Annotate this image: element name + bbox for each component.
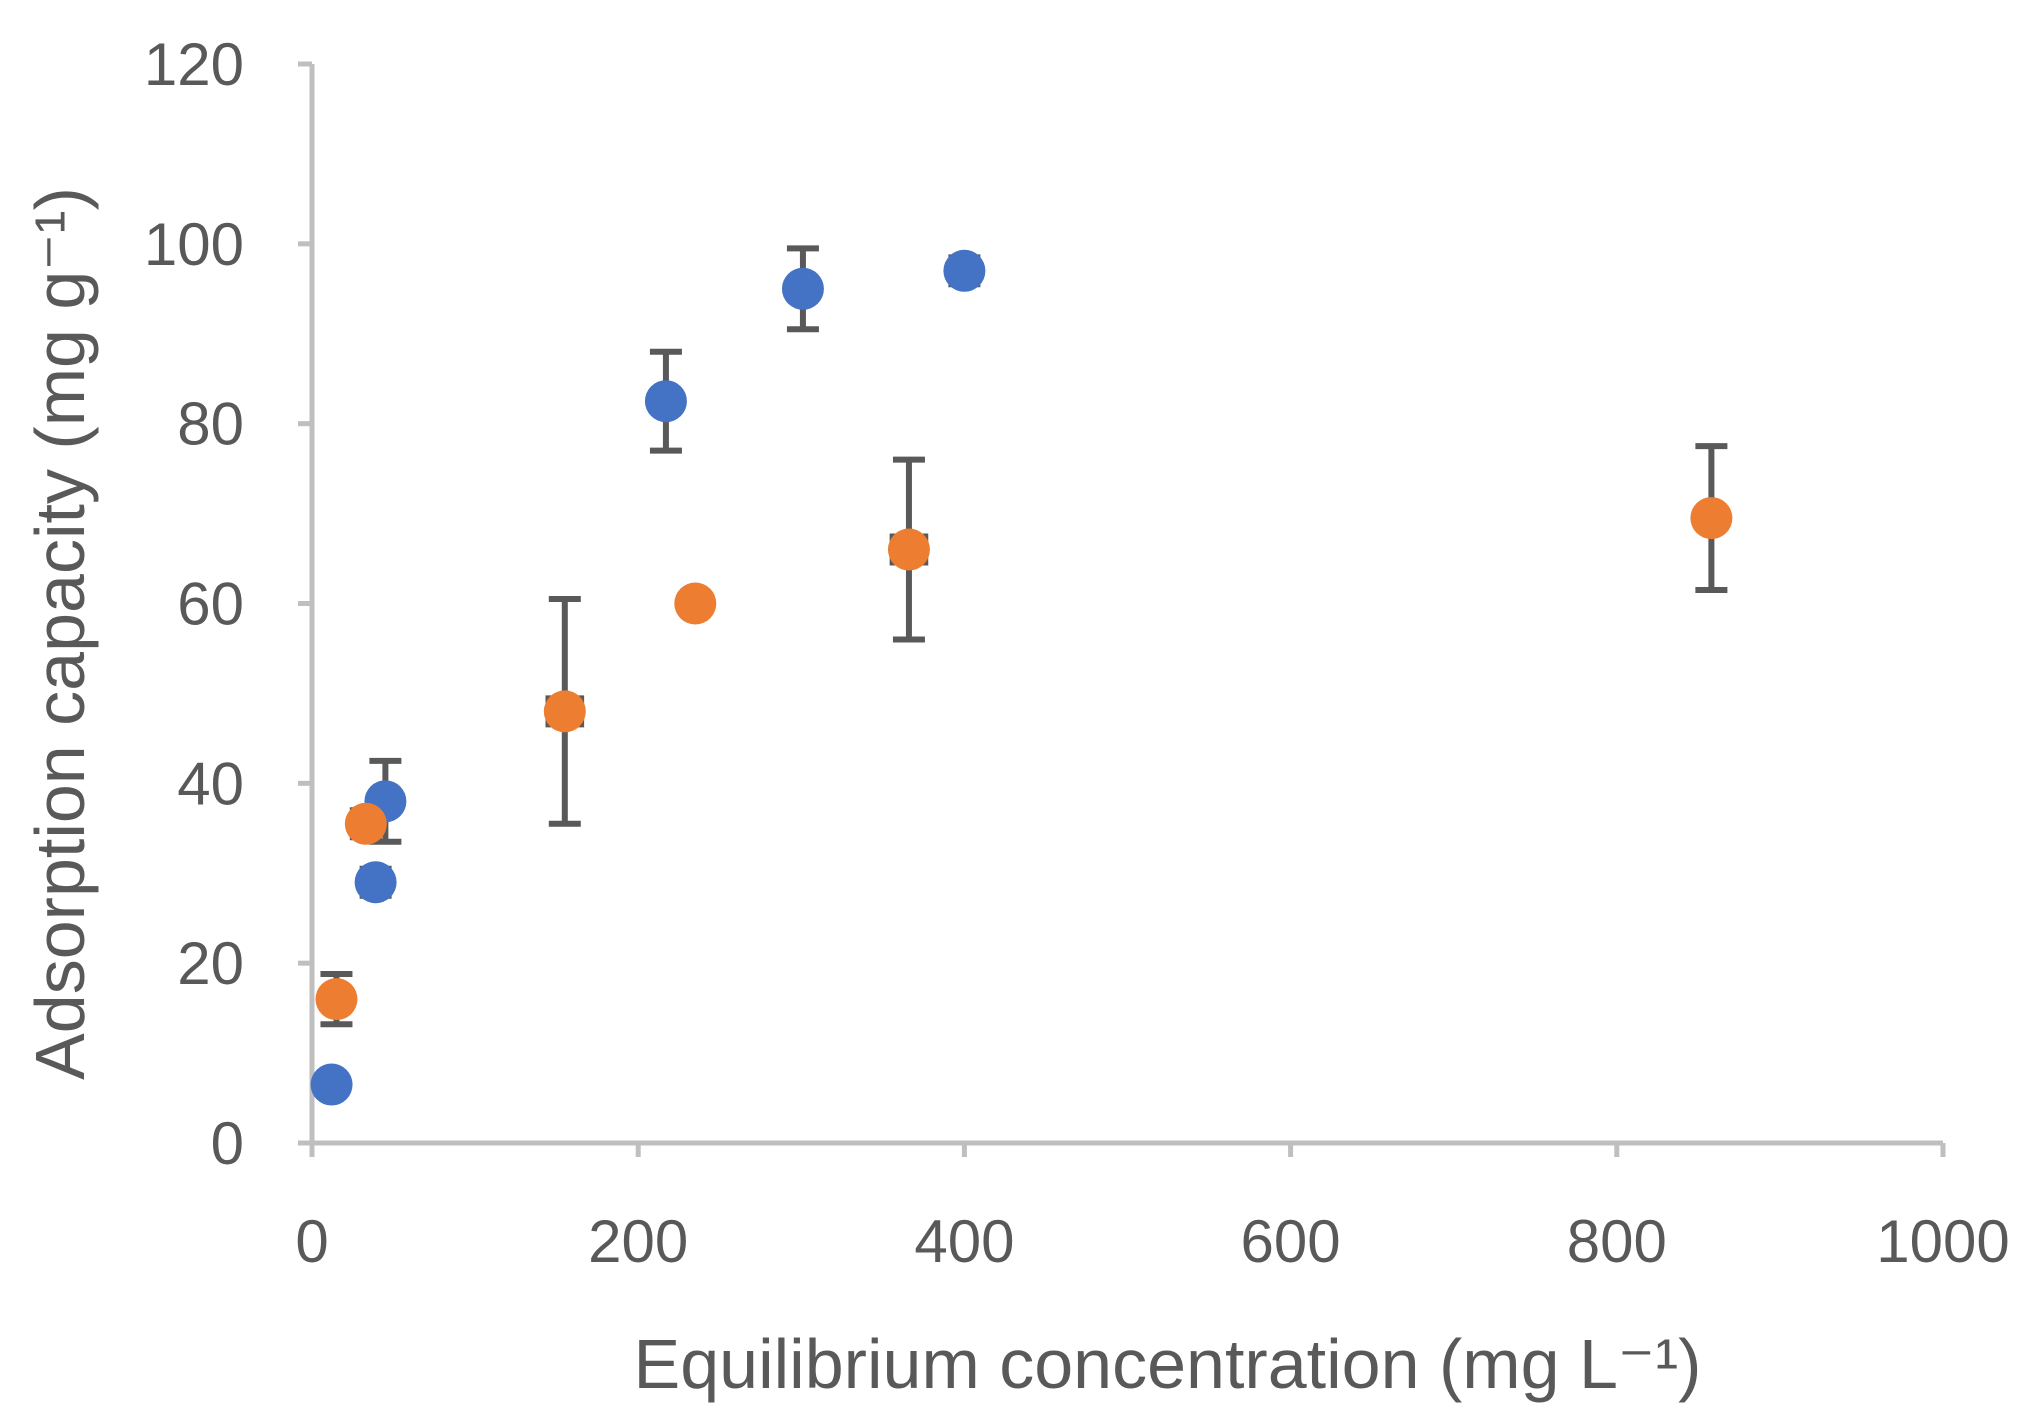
- data-point-series-2: [674, 582, 717, 625]
- data-point-series-1: [943, 249, 986, 292]
- y-tick-label: 20: [177, 930, 244, 997]
- x-axis-ticks: 0 200 400 600 800 1000: [295, 1143, 2010, 1275]
- data-points: [310, 249, 1733, 1106]
- data-point-series-1: [781, 267, 824, 310]
- data-point-series-1: [644, 380, 687, 423]
- error-bars: [320, 245, 1728, 1028]
- x-tick-label: 400: [914, 1208, 1014, 1275]
- y-tick-label: 40: [177, 750, 244, 817]
- data-point-series-2: [543, 690, 586, 733]
- data-point-series-2: [887, 528, 930, 571]
- y-tick-label: 60: [177, 571, 244, 638]
- x-tick-label: 1000: [1876, 1208, 2009, 1275]
- y-axis-title: Adsorption capacity (mg g⁻¹): [21, 187, 99, 1080]
- x-tick-label: 600: [1241, 1208, 1341, 1275]
- y-tick-label: 0: [211, 1110, 244, 1177]
- x-tick-label: 800: [1567, 1208, 1667, 1275]
- x-axis-title: Equilibrium concentration (mg L⁻¹): [634, 1325, 1702, 1403]
- data-point-series-2: [344, 802, 387, 845]
- data-point-series-2: [315, 978, 358, 1021]
- data-point-series-1: [354, 861, 397, 904]
- y-axis-ticks: 0 20 40 60 80 100 120: [144, 31, 312, 1177]
- y-tick-label: 120: [144, 31, 244, 98]
- y-tick-label: 100: [144, 211, 244, 278]
- data-point-series-2: [1690, 497, 1733, 540]
- y-tick-label: 80: [177, 391, 244, 458]
- data-point-series-1: [310, 1063, 353, 1106]
- axes: 0 20 40 60 80 100 120 0 200 400 600 800 1000: [144, 31, 2010, 1275]
- x-tick-label: 0: [295, 1208, 328, 1275]
- x-tick-label: 200: [588, 1208, 688, 1275]
